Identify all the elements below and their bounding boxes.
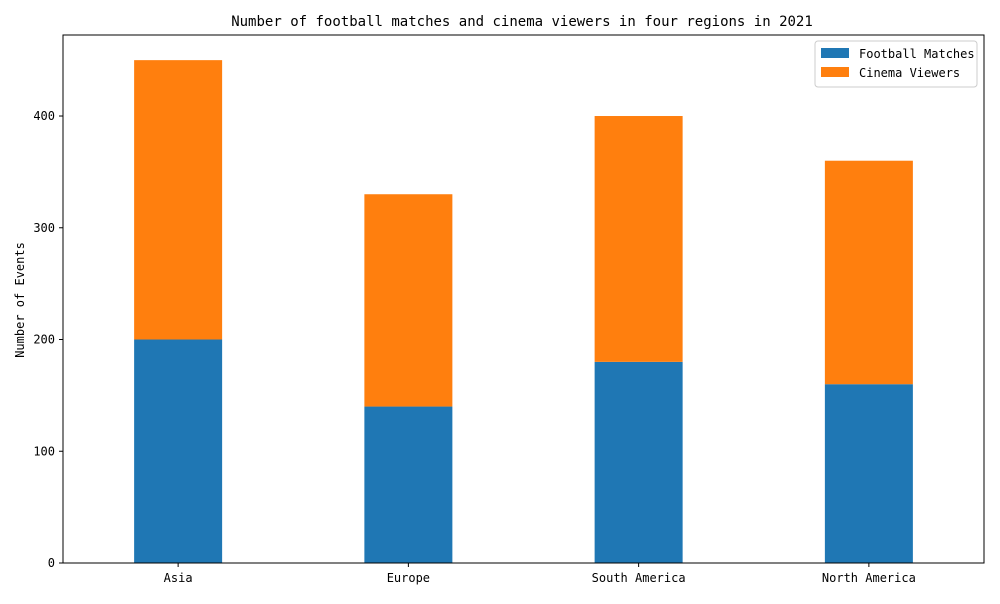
y-tick-label: 100	[33, 444, 55, 458]
plot-frame	[62, 34, 985, 564]
bar-cinema-viewers-south-america	[594, 116, 683, 362]
y-tick-label: 400	[33, 109, 55, 123]
bar-cinema-viewers-asia	[134, 60, 223, 340]
bar-football-matches-south-america	[594, 361, 683, 563]
x-tick-label: Asia	[164, 571, 193, 585]
legend-label-football-matches: Football Matches	[859, 47, 975, 61]
bar-cinema-viewers-europe	[364, 194, 453, 407]
legend-swatch-football-matches	[821, 48, 849, 58]
bar-football-matches-asia	[134, 339, 223, 563]
y-tick-label: 300	[33, 221, 55, 235]
y-tick-label: 200	[33, 333, 55, 347]
legend: Football Matches Cinema Viewers	[814, 40, 978, 88]
y-tick-label: 0	[48, 556, 55, 570]
bars-layer	[134, 60, 913, 563]
legend-label-cinema-viewers: Cinema Viewers	[859, 66, 960, 80]
bar-football-matches-europe	[364, 406, 453, 563]
bar-cinema-viewers-north-america	[824, 160, 913, 385]
x-tick-label: Europe	[387, 571, 430, 585]
y-axis-label: Number of Events	[13, 242, 27, 358]
chart-title: Number of football matches and cinema vi…	[231, 14, 813, 30]
x-tick-label: South America	[592, 571, 686, 585]
x-tick-label: North America	[822, 571, 916, 585]
bar-football-matches-north-america	[824, 384, 913, 563]
legend-box	[814, 40, 978, 88]
axes-layer: 0 100 200 300 400 Asia Europe South America Nort…	[33, 34, 985, 585]
legend-swatch-cinema-viewers	[821, 67, 849, 77]
